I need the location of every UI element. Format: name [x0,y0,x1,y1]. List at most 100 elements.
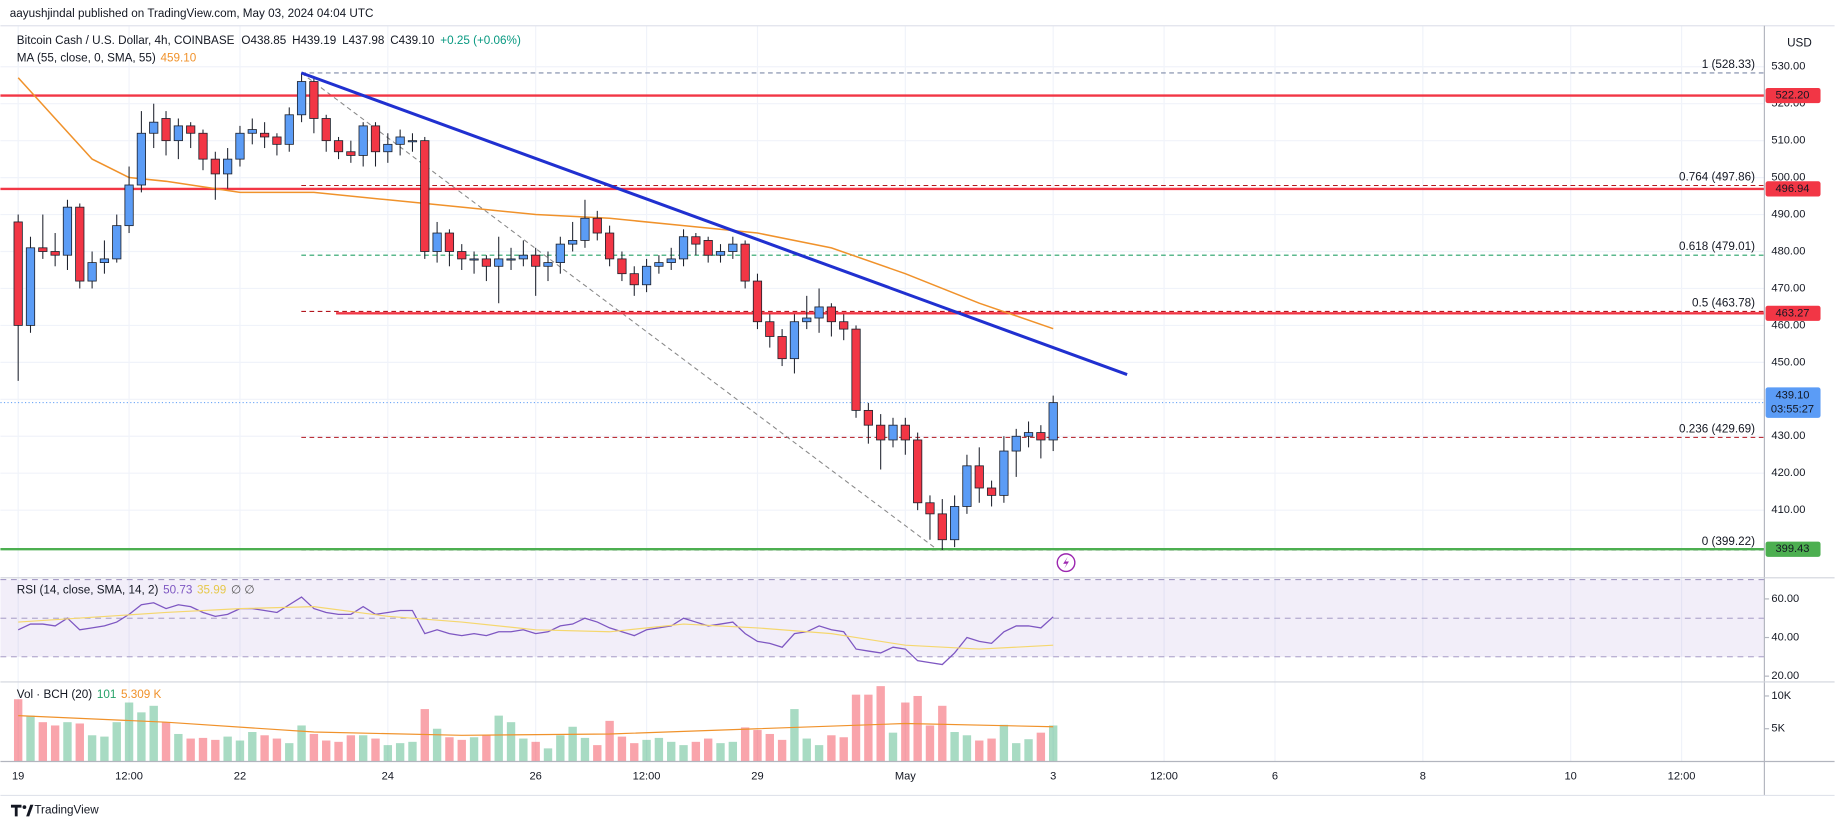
volume-bar [358,735,368,762]
volume-bar [630,743,639,762]
volume-bar [679,745,688,762]
ma-legend: MA (55, close, 0, SMA, 55) 459.10 [17,52,197,65]
volume-bar [50,725,60,762]
volume-bar [174,733,183,762]
volume-bar [556,735,565,762]
y-tick-label: 470.00 [1771,282,1805,294]
candle-body [149,121,159,134]
volume-bar [1012,743,1021,762]
volume-tick-label: 10K [1771,690,1791,702]
x-tick-label: 12:00 [633,771,661,783]
volume-bar [802,738,811,762]
overlays: 1 (528.33) 0.764 (497.86) 0.618 (479.01) 0.… [0,58,1765,551]
candle-body [247,129,257,134]
level-tag: 463.27 [1775,307,1809,319]
candle-body [814,306,824,319]
x-tick-label: 26 [529,771,541,783]
candle-body [703,240,713,256]
candle-body [124,184,134,227]
volume-bar [642,739,651,762]
y-tick-label: 480.00 [1771,245,1805,257]
volume-bar [124,702,134,762]
fib-label: 0.5 (463.78) [1692,296,1755,309]
candle-body [235,132,245,160]
volume-bar [691,741,701,762]
volume-bar [75,723,84,762]
volume-bar [913,695,922,762]
rsi-name: RSI (14, close, SMA, 14, 2) [17,584,159,597]
candle-body [112,225,122,260]
volume-bar [260,735,269,762]
x-tick-label: 10 [1565,771,1577,783]
volume-value: 101 [97,688,117,701]
candle-body [937,513,947,541]
event-icon [1056,553,1076,573]
volume-bar [13,699,23,762]
ohlc-value: O438.85 [241,34,286,47]
candle-body [518,254,528,260]
ohlc-value: C439.10 [390,34,435,47]
candle-body [876,424,886,441]
volume-bar [703,738,713,762]
candle-body [296,81,307,116]
volume-bar [864,694,873,762]
candle-body [605,232,615,260]
candle-body [826,306,836,323]
volume-bar [457,739,466,762]
volume-bar [740,727,750,762]
x-tick-label: 22 [234,771,246,783]
y-tick-label: 410.00 [1771,504,1805,516]
candle-body [223,158,233,175]
volume-bar [383,745,393,762]
volume-bar [408,741,417,762]
volume-bar [925,725,935,762]
volume-bar [223,736,232,762]
candle-body [272,136,282,145]
candle-body [986,487,997,496]
volume-bar [161,722,171,762]
volume-ma [18,715,1054,736]
level-tag-bg [1765,541,1821,557]
x-tick-label: 12:00 [1668,771,1696,783]
candle-body [62,206,73,256]
brand: TradingView [34,804,99,817]
axes: 19 12:00 22 24 26 12:00 29 May 3 12:00 6 8 10 12:00 53… [12,61,1821,783]
y-tick-label: 460.00 [1771,319,1805,331]
level-tag-bg [1765,87,1821,104]
volume-bar [975,740,984,762]
candle-body [592,217,602,234]
volume-bar [371,738,380,762]
volume-bar [543,748,553,762]
candle-body [851,328,861,411]
level-tag-bg [1765,181,1821,197]
candle-body [802,317,812,323]
volume-bar [87,735,97,762]
candle-body [863,409,873,426]
candle-body [99,258,110,264]
ohlc-value: +0.25 (+0.06%) [440,34,521,47]
candle-body [1023,432,1034,437]
volume-bar [494,715,503,762]
volume-bar [420,709,429,762]
volume-bar [63,722,72,762]
volume-bar [814,745,824,762]
rsi-tick-label: 40.00 [1771,631,1799,643]
candle-body [420,140,430,252]
candle-body [457,251,467,260]
volume-bar [100,736,109,762]
candle-body [925,502,935,515]
candle-body [395,136,405,145]
rsi-line [17,596,1054,666]
volume-bar [716,743,725,762]
volume-bar [211,739,220,762]
fib-label: 1 (528.33) [1702,58,1755,71]
candle-body [1036,432,1046,441]
candle-body [25,247,36,326]
volume-bar [285,743,294,762]
candle-body [210,158,220,175]
volume-bar [26,715,35,762]
x-tick-label: 29 [751,771,763,783]
volume-bar [1036,732,1046,762]
volume-bar [272,738,282,762]
